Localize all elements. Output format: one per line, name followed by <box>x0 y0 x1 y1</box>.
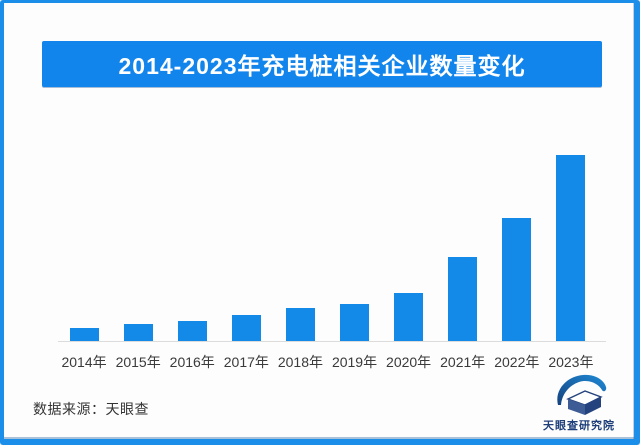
bar-2023年 <box>556 155 586 341</box>
x-axis-label: 2016年 <box>169 354 215 370</box>
bar-column <box>544 155 598 341</box>
bar-column <box>273 155 327 341</box>
logo-wordmark: 天眼查研究院 <box>543 420 615 432</box>
bar-column <box>490 155 544 341</box>
x-axis-label: 2014年 <box>61 354 107 370</box>
bar-column <box>219 155 273 341</box>
bar-column <box>57 155 111 341</box>
tianyancha-logo-icon <box>557 374 607 415</box>
bar-column <box>165 155 219 341</box>
x-axis-label: 2023年 <box>548 354 594 370</box>
x-axis-label: 2015年 <box>115 354 161 370</box>
title-banner: 2014-2023年充电桩相关企业数量变化 <box>42 41 602 87</box>
x-axis-label: 2021年 <box>440 354 486 370</box>
bar-2015年 <box>123 324 153 341</box>
bar-2018年 <box>285 308 315 341</box>
x-axis-label: 2022年 <box>494 354 540 370</box>
bar-2021年 <box>448 257 478 341</box>
bar-2019年 <box>340 304 370 341</box>
x-axis-label: 2019年 <box>331 354 378 370</box>
bar-2014年 <box>69 328 99 341</box>
bar-2016年 <box>177 321 207 341</box>
x-axis-label: 2017年 <box>223 354 269 370</box>
bar-2017年 <box>231 315 261 341</box>
x-axis-labels: 2014年 2015年 2016年 2017年 2018年 2019年 2020年 2021年… <box>57 352 598 372</box>
bar-column <box>382 155 436 341</box>
x-axis-label: 2018年 <box>277 354 323 370</box>
bar-column <box>327 155 381 341</box>
bar-column <box>111 155 165 341</box>
bar-column <box>436 155 490 341</box>
bar-2022年 <box>502 218 532 341</box>
bar-2020年 <box>394 293 424 341</box>
data-source-label: 数据来源：天眼查 <box>33 401 149 417</box>
chart-title: 2014-2023年充电桩相关企业数量变化 <box>118 53 526 79</box>
x-axis-label: 2020年 <box>386 354 432 370</box>
bar-chart <box>57 155 598 341</box>
x-axis-line <box>58 341 606 342</box>
